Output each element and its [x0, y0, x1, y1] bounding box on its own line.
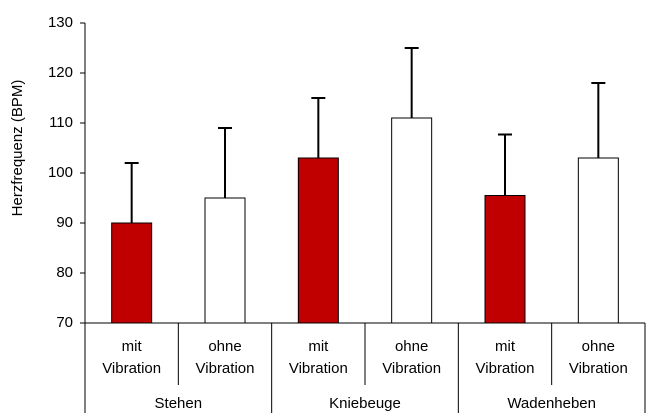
x-tick-label: mit: [122, 338, 143, 355]
x-tick-label: mit: [495, 338, 516, 355]
x-tick-label: Vibration: [382, 360, 441, 377]
bar: [391, 117, 433, 324]
x-tick-label: Vibration: [569, 360, 628, 377]
y-tick-label: 100: [48, 164, 73, 181]
y-tick-label: 80: [56, 264, 73, 281]
y-tick-label: 120: [48, 64, 73, 81]
y-tick-label: 110: [49, 114, 73, 131]
bar: [111, 222, 153, 324]
x-tick-label: mit: [308, 338, 329, 355]
x-tick-label: Vibration: [476, 360, 535, 377]
y-tick-label: 130: [48, 14, 73, 31]
bar: [484, 195, 526, 324]
x-tick-label: Vibration: [289, 360, 348, 377]
group-label: Kniebeuge: [329, 395, 401, 412]
x-tick-label: ohne: [208, 338, 241, 355]
bar: [297, 157, 339, 324]
x-tick-label: Vibration: [196, 360, 255, 377]
x-tick-label: ohne: [582, 338, 615, 355]
y-tick-label: 70: [56, 314, 73, 331]
bar: [577, 157, 619, 324]
y-axis-label: Herzfrequenz (BPM): [9, 80, 26, 217]
x-tick-label: ohne: [395, 338, 428, 355]
x-tick-label: Vibration: [102, 360, 161, 377]
group-label: Stehen: [155, 395, 203, 412]
group-label: Wadenheben: [507, 395, 596, 412]
bar: [204, 197, 246, 324]
y-tick-label: 90: [56, 214, 73, 231]
